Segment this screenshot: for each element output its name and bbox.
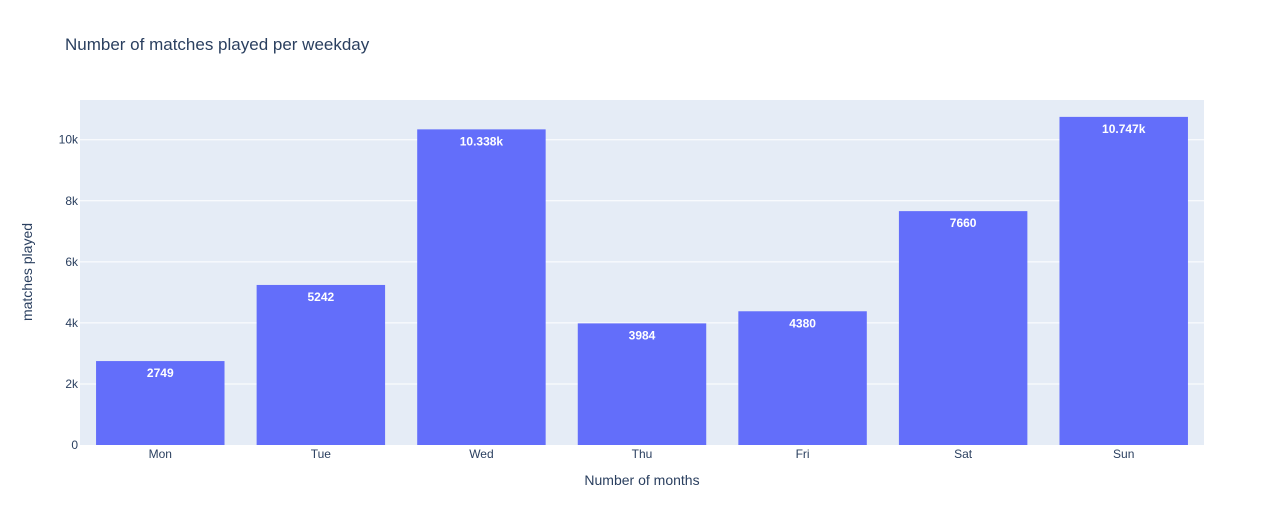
bar-value-label: 4380 [789,316,816,330]
y-tick-label: 6k [65,255,79,269]
bar-value-label: 7660 [950,216,977,230]
y-tick-label: 0 [71,438,78,452]
y-tick-label: 2k [65,377,79,391]
bar-fri [738,311,867,445]
y-axis-ticks: 0 2k 4k 6k 8k 10k [59,133,79,452]
bar-tue [256,284,386,445]
bar-value-label: 10.338k [460,134,504,148]
x-tick-label: Mon [149,447,172,461]
bar-mon [96,361,225,445]
bar-value-labels: 2749 5242 10.338k 3984 4380 7660 10.747k [147,122,1146,380]
bar-wed [417,129,546,446]
bar-sat [898,211,1028,445]
bar-thu [577,323,707,445]
x-axis-ticks: Mon Tue Wed Thu Fri Sat Sun [149,447,1135,461]
x-tick-label: Sun [1113,447,1134,461]
bar-value-label: 2749 [147,366,174,380]
chart-title: Number of matches played per weekday [65,35,370,54]
bar-value-label: 5242 [308,290,335,304]
y-tick-label: 8k [65,194,79,208]
x-axis-title: Number of months [584,472,699,488]
bar-sun [1059,116,1188,445]
x-tick-label: Wed [469,447,493,461]
y-axis-title: matches played [19,223,35,321]
y-tick-label: 10k [59,133,79,147]
x-tick-label: Thu [632,447,653,461]
bars [96,116,1188,446]
y-tick-label: 4k [65,316,79,330]
bar-value-label: 10.747k [1102,122,1146,136]
bar-value-label: 3984 [629,328,656,342]
x-tick-label: Tue [311,447,332,461]
x-tick-label: Sat [954,447,973,461]
x-tick-label: Fri [796,447,810,461]
